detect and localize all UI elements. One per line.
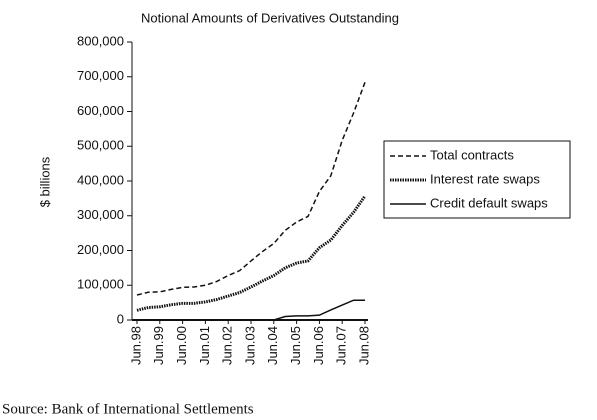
y-tick-label: 300,000 bbox=[77, 207, 124, 222]
x-tick-label: Jun.01 bbox=[197, 326, 212, 365]
x-tick-label: Jun.03 bbox=[242, 326, 257, 365]
y-tick-label: 400,000 bbox=[77, 172, 124, 187]
x-tick-label: Jun.05 bbox=[288, 326, 303, 365]
y-tick-label: 0 bbox=[117, 311, 124, 326]
legend-label: Interest rate swaps bbox=[430, 171, 540, 186]
y-tick-label: 100,000 bbox=[77, 277, 124, 292]
source: Source: Bank of International Settlement… bbox=[2, 401, 254, 417]
y-axis-label: $ billions bbox=[37, 156, 52, 207]
legend-label: Total contracts bbox=[430, 147, 514, 162]
y-tick-label: 700,000 bbox=[77, 68, 124, 83]
legend-label: Credit default swaps bbox=[430, 195, 548, 210]
series-line bbox=[136, 82, 366, 296]
chart-title: Notional Amounts of Derivatives Outstand… bbox=[141, 10, 399, 25]
y-tick-label: 200,000 bbox=[77, 242, 124, 257]
x-tick-label: Jun.02 bbox=[220, 326, 235, 365]
x-tick-label: Jun.98 bbox=[128, 326, 143, 365]
y-tick-label: 600,000 bbox=[77, 103, 124, 118]
x-tick-label: Jun.08 bbox=[356, 326, 371, 365]
x-tick-label: Jun.04 bbox=[265, 326, 280, 365]
x-tick-label: Jun.06 bbox=[311, 326, 326, 365]
y-tick-label: 800,000 bbox=[77, 33, 124, 48]
series-line bbox=[136, 195, 367, 312]
x-tick-label: Jun.00 bbox=[174, 326, 189, 365]
series-line bbox=[137, 299, 365, 321]
x-tick-label: Jun.99 bbox=[151, 326, 166, 365]
y-tick-label: 500,000 bbox=[77, 138, 124, 153]
legend-box bbox=[383, 140, 571, 219]
x-tick-label: Jun.07 bbox=[334, 326, 349, 365]
